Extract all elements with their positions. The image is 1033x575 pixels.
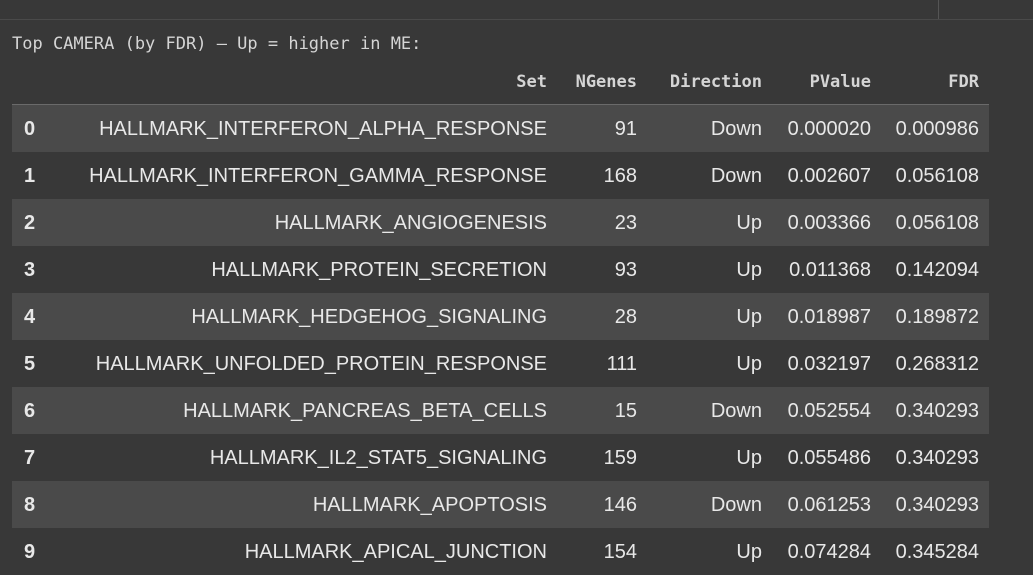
cell-fdr: 0.056108 <box>895 165 979 187</box>
table-row: 0 HALLMARK_INTERFERON_ALPHA_RESPONSE 91 Dow… <box>12 105 989 152</box>
cell-pvalue: 0.052554 <box>787 400 871 422</box>
cell-direction: Up <box>736 259 762 281</box>
cell-toolbar <box>0 0 1033 20</box>
cell-pvalue: 0.000020 <box>787 118 871 140</box>
cell-direction: Down <box>710 494 762 516</box>
table-row: 9 HALLMARK_APICAL_JUNCTION 154 Up 0.074284 0.… <box>12 528 989 575</box>
table-body: 0 HALLMARK_INTERFERON_ALPHA_RESPONSE 91 Dow… <box>12 105 989 575</box>
cell-set: HALLMARK_IL2_STAT5_SIGNALING <box>209 447 547 469</box>
cell-fdr: 0.000986 <box>895 118 979 140</box>
cell-pvalue: 0.061253 <box>787 494 871 516</box>
row-index: 4 <box>24 306 36 328</box>
row-index: 2 <box>24 212 36 234</box>
cell-set: HALLMARK_HEDGEHOG_SIGNALING <box>191 306 547 328</box>
table-row: 4 HALLMARK_HEDGEHOG_SIGNALING 28 Up 0.018987… <box>12 293 989 340</box>
cell-direction: Up <box>736 353 762 375</box>
table-row: 1 HALLMARK_INTERFERON_GAMMA_RESPONSE 168 Do… <box>12 152 989 199</box>
row-index: 1 <box>24 165 36 187</box>
cell-set: HALLMARK_APICAL_JUNCTION <box>244 541 547 563</box>
row-index: 9 <box>24 541 36 563</box>
cell-direction: Down <box>710 118 762 140</box>
row-index: 0 <box>24 118 36 140</box>
cell-direction: Up <box>736 541 762 563</box>
cell-set: HALLMARK_INTERFERON_GAMMA_RESPONSE <box>89 165 547 187</box>
cell-fdr: 0.142094 <box>895 259 979 281</box>
header-pvalue: PValue <box>809 72 871 92</box>
table-row: 2 HALLMARK_ANGIOGENESIS 23 Up 0.003366 0.0561… <box>12 199 989 246</box>
cell-ngenes: 28 <box>614 306 637 328</box>
row-index: 3 <box>24 259 36 281</box>
row-index: 7 <box>24 447 36 469</box>
cell-pvalue: 0.074284 <box>787 541 871 563</box>
table-header: Set NGenes Direction PValue FDR <box>12 66 989 105</box>
cell-direction: Down <box>710 165 762 187</box>
cell-pvalue: 0.011368 <box>789 259 871 281</box>
row-index: 5 <box>24 353 36 375</box>
header-set: Set <box>516 72 547 92</box>
toolbar-divider <box>938 0 939 19</box>
cell-ngenes: 93 <box>614 259 637 281</box>
cell-ngenes: 23 <box>614 212 637 234</box>
cell-pvalue: 0.032197 <box>787 353 871 375</box>
cell-direction: Up <box>736 212 762 234</box>
cell-direction: Down <box>710 400 762 422</box>
cell-ngenes: 15 <box>614 400 637 422</box>
row-index: 8 <box>24 494 36 516</box>
cell-ngenes: 168 <box>603 165 637 187</box>
table-row: 6 HALLMARK_PANCREAS_BETA_CELLS 15 Down 0.052… <box>12 387 989 434</box>
cell-fdr: 0.340293 <box>895 494 979 516</box>
cell-set: HALLMARK_UNFOLDED_PROTEIN_RESPONSE <box>95 353 547 375</box>
header-direction: Direction <box>669 72 762 92</box>
cell-ngenes: 146 <box>603 494 637 516</box>
table-row: 7 HALLMARK_IL2_STAT5_SIGNALING 159 Up 0.0554… <box>12 434 989 481</box>
table-row: 8 HALLMARK_APOPTOSIS 146 Down 0.061253 0.3402… <box>12 481 989 528</box>
cell-fdr: 0.345284 <box>895 541 979 563</box>
header-ngenes: NGenes <box>575 72 637 92</box>
cell-set: HALLMARK_PANCREAS_BETA_CELLS <box>183 400 547 422</box>
cell-ngenes: 91 <box>614 118 637 140</box>
table-row: 3 HALLMARK_PROTEIN_SECRETION 93 Up 0.011368 0… <box>12 246 989 293</box>
cell-pvalue: 0.055486 <box>787 447 871 469</box>
cell-pvalue: 0.003366 <box>787 212 871 234</box>
cell-set: HALLMARK_INTERFERON_ALPHA_RESPONSE <box>99 118 547 140</box>
results-table: Set NGenes Direction PValue FDR 0 HALLMAR… <box>12 66 989 575</box>
header-fdr: FDR <box>948 72 979 92</box>
cell-direction: Up <box>736 447 762 469</box>
table-row: 5 HALLMARK_UNFOLDED_PROTEIN_RESPONSE 111 Up… <box>12 340 989 387</box>
cell-pvalue: 0.018987 <box>787 306 871 328</box>
cell-ngenes: 154 <box>603 541 637 563</box>
cell-fdr: 0.340293 <box>895 447 979 469</box>
cell-set: HALLMARK_APOPTOSIS <box>312 494 547 516</box>
row-index: 6 <box>24 400 36 422</box>
cell-fdr: 0.340293 <box>895 400 979 422</box>
cell-ngenes: 111 <box>606 353 637 375</box>
cell-direction: Up <box>736 306 762 328</box>
output-caption: Top CAMERA (by FDR) — Up = higher in ME: <box>12 34 422 54</box>
cell-fdr: 0.056108 <box>895 212 979 234</box>
cell-pvalue: 0.002607 <box>787 165 871 187</box>
cell-fdr: 0.268312 <box>895 353 979 375</box>
cell-set: HALLMARK_PROTEIN_SECRETION <box>211 259 547 281</box>
cell-set: HALLMARK_ANGIOGENESIS <box>274 212 547 234</box>
cell-ngenes: 159 <box>603 447 637 469</box>
cell-fdr: 0.189872 <box>895 306 979 328</box>
